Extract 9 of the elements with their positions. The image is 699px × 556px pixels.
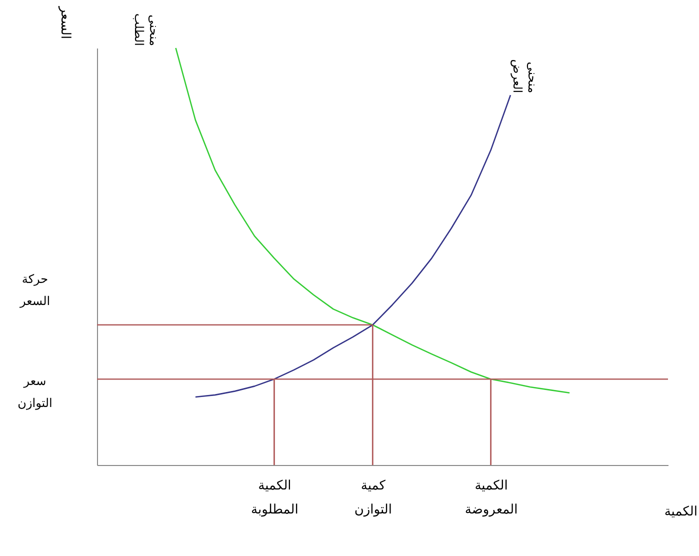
x-tick-label: الكمية المعروضة bbox=[464, 478, 518, 518]
text: منحنى الطلب bbox=[132, 13, 161, 46]
x-tick-label: الكمية المطلوبة bbox=[251, 478, 298, 518]
text: حركة السعر bbox=[18, 272, 50, 308]
y-axis-title: السعر bbox=[58, 6, 72, 40]
x-tick-label: كمية التوازن bbox=[354, 478, 392, 518]
text: منحنى العرض bbox=[510, 59, 540, 94]
text: سعر التوازن bbox=[18, 374, 52, 410]
x-axis-title: الكمية bbox=[664, 504, 698, 520]
